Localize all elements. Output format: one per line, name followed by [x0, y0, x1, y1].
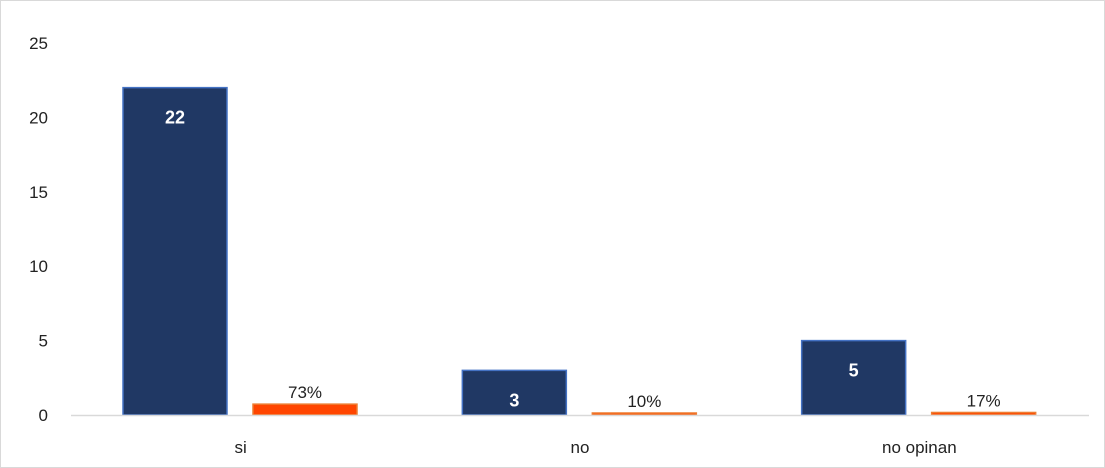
category-label-si: si: [235, 438, 247, 457]
count-label-si: 22: [165, 108, 185, 128]
percent-label-no-opinan: 17%: [967, 391, 1001, 410]
y-tick-label-10: 10: [29, 257, 48, 276]
y-tick-label-20: 20: [29, 108, 48, 127]
data-labels-group: 22 73% 3 10% 5 17%: [165, 108, 1001, 411]
y-tick-label-0: 0: [39, 406, 48, 425]
bars-group: [122, 86, 1037, 416]
x-axis-labels: si no no opinan: [235, 438, 957, 457]
percent-label-no: 10%: [627, 392, 661, 411]
percent-bar-no-opinan: [930, 411, 1037, 416]
percent-label-si: 73%: [288, 383, 322, 402]
count-label-no: 3: [509, 390, 519, 410]
percent-bar-si: [252, 403, 358, 416]
y-tick-label-25: 25: [29, 34, 48, 53]
count-bar-no: [461, 369, 568, 416]
category-label-no-opinan: no opinan: [882, 438, 957, 457]
count-bar-no-opinan: [800, 339, 907, 416]
y-tick-label-15: 15: [29, 183, 48, 202]
y-tick-label-5: 5: [39, 332, 48, 351]
count-label-no-opinan: 5: [849, 361, 859, 381]
count-bar-si: [122, 86, 228, 416]
percent-bar-no: [591, 412, 698, 416]
category-label-no: no: [571, 438, 590, 457]
y-axis-ticks: 0 5 10 15 20 25: [29, 34, 48, 425]
